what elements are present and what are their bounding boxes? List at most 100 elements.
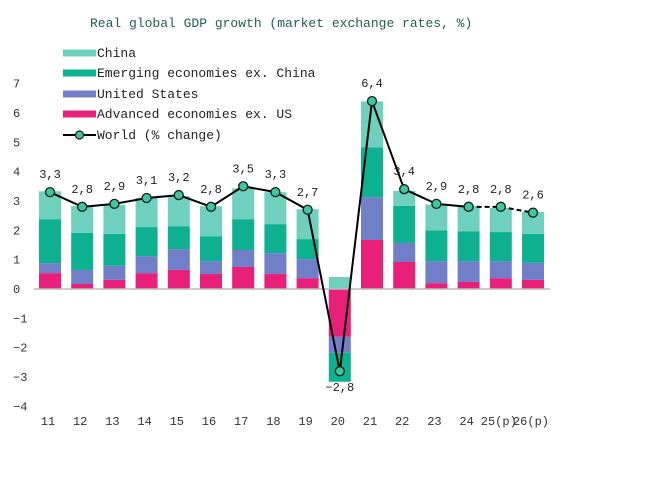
- x-tick-label: 21: [363, 415, 377, 429]
- bar-segment-emerging-economies-ex-china: [103, 233, 126, 266]
- x-tick-label: 20: [331, 415, 345, 429]
- world-value-label: 6,4: [361, 77, 383, 91]
- world-line-segment: [500, 205, 534, 214]
- bar-segment-emerging-economies-ex-china: [167, 226, 190, 250]
- legend-item-china: China: [63, 46, 136, 61]
- bar-segment-emerging-economies-ex-china: [393, 205, 416, 243]
- world-value-label: 2,6: [522, 189, 544, 203]
- x-tick-label: 26(p): [513, 415, 549, 429]
- x-tick-label: 16: [202, 415, 216, 429]
- bar-segment-china: [103, 204, 126, 234]
- bar-segment-advanced-economies-ex-us: [264, 274, 287, 289]
- x-tick-label: 17: [234, 415, 248, 429]
- bar-segment-china: [200, 206, 222, 237]
- chart-title: Real global GDP growth (market exchange …: [90, 16, 472, 31]
- world-value-label: 3,1: [136, 174, 158, 188]
- world-point-marker: [173, 189, 184, 201]
- world-value-label: 3,2: [168, 171, 190, 185]
- world-value-label: 3,4: [393, 165, 415, 179]
- world-line-segment: [403, 188, 437, 205]
- bar-segment-emerging-economies-ex-china: [457, 231, 480, 262]
- x-tick-label: 22: [395, 415, 409, 429]
- world-point-marker: [77, 201, 88, 212]
- bar-segment-emerging-economies-ex-china: [135, 227, 158, 257]
- world-value-label: 3,3: [265, 168, 287, 182]
- bar-segment-united-states: [457, 261, 480, 282]
- bar-segment-advanced-economies-ex-us: [167, 269, 190, 289]
- bar-stack-18: [264, 192, 287, 289]
- x-tick-label: 19: [298, 415, 312, 429]
- world-line-segment: [210, 185, 244, 208]
- bar-segment-advanced-economies-ex-us: [522, 279, 544, 289]
- world-point-marker: [334, 366, 345, 377]
- bar-stack-21: [361, 101, 383, 289]
- world-value-label: 2,8: [200, 183, 222, 197]
- bar-stack-22: [393, 190, 416, 289]
- world-value-label: 2,8: [71, 183, 93, 197]
- bar-segment-emerging-economies-ex-china: [361, 147, 383, 198]
- legend-item-advanced-economies-ex-us: Advanced economies ex. US: [63, 107, 292, 122]
- bar-segment-united-states: [393, 242, 416, 262]
- x-tick-label: 15: [170, 415, 184, 429]
- bar-segment-emerging-economies-ex-china: [71, 232, 94, 270]
- legend-swatch: [63, 110, 96, 118]
- bar-segment-advanced-economies-ex-us: [135, 273, 158, 289]
- world-line-segment: [178, 194, 212, 208]
- bar-segment-advanced-economies-ex-us: [39, 273, 61, 289]
- bar-stack-11: [39, 191, 61, 289]
- world-line-segment: [274, 191, 309, 211]
- bar-segment-china: [522, 211, 544, 234]
- bar-segment-china: [296, 209, 319, 240]
- bar-segment-united-states: [425, 261, 448, 284]
- world-line-segment: [146, 194, 179, 200]
- world-value-label: −2,8: [325, 381, 354, 395]
- world-line-segment: [371, 100, 406, 190]
- bar-stack-19: [296, 209, 319, 289]
- x-tick-label: 12: [73, 415, 87, 429]
- world-point-marker: [431, 198, 442, 210]
- bar-segment-advanced-economies-ex-us: [393, 261, 416, 289]
- legend-item-world-change-: World (% change): [63, 128, 222, 143]
- world-line-series: [44, 96, 539, 377]
- bar-segment-advanced-economies-ex-us: [200, 274, 222, 289]
- bar-stack-24: [457, 206, 480, 289]
- world-line-segment: [306, 209, 341, 372]
- world-point-marker: [366, 96, 378, 107]
- y-tick-label: −1: [13, 312, 27, 326]
- world-line-segment: [114, 197, 147, 205]
- world-point-marker: [44, 186, 56, 198]
- x-axis: 11 12 13 14 15 16 17 18 19 20 21 22 23 24 25(p)26(p): [41, 415, 549, 429]
- legend-item-emerging-economies-ex-china: Emerging economies ex. China: [63, 66, 316, 81]
- y-tick-label: 1: [13, 254, 20, 268]
- bar-stack-23: [425, 204, 448, 289]
- bar-stacks: [39, 101, 544, 382]
- y-tick-label: −4: [13, 400, 27, 414]
- bar-stack-15: [167, 196, 190, 289]
- bar-segment-united-states: [167, 249, 190, 270]
- world-point-marker: [495, 201, 506, 212]
- world-value-label: 2,8: [490, 183, 512, 197]
- bar-segment-united-states: [232, 249, 255, 267]
- y-tick-label: 0: [13, 283, 20, 297]
- bar-segment-china: [393, 190, 416, 206]
- x-tick-label: 11: [41, 415, 55, 429]
- bar-segment-china: [71, 205, 94, 233]
- legend-swatch: [63, 90, 96, 98]
- bar-segment-united-states: [522, 262, 544, 280]
- x-tick-label: 25(p): [481, 415, 517, 429]
- bar-segment-china: [232, 188, 255, 220]
- y-tick-label: 5: [13, 136, 20, 150]
- x-tick-label: 14: [137, 415, 151, 429]
- legend-swatch: [63, 69, 96, 77]
- world-value-label: 2,9: [426, 180, 448, 194]
- bar-stack-25(p): [489, 207, 512, 289]
- bar-stack-26(p): [522, 211, 544, 289]
- y-tick-label: 3: [13, 195, 20, 209]
- bar-segment-emerging-economies-ex-china: [39, 219, 61, 264]
- bar-segment-china: [328, 276, 351, 289]
- world-line-segment: [82, 202, 115, 208]
- x-tick-label: 18: [266, 415, 280, 429]
- bar-segment-emerging-economies-ex-china: [232, 219, 255, 250]
- bar-segment-united-states: [264, 253, 287, 275]
